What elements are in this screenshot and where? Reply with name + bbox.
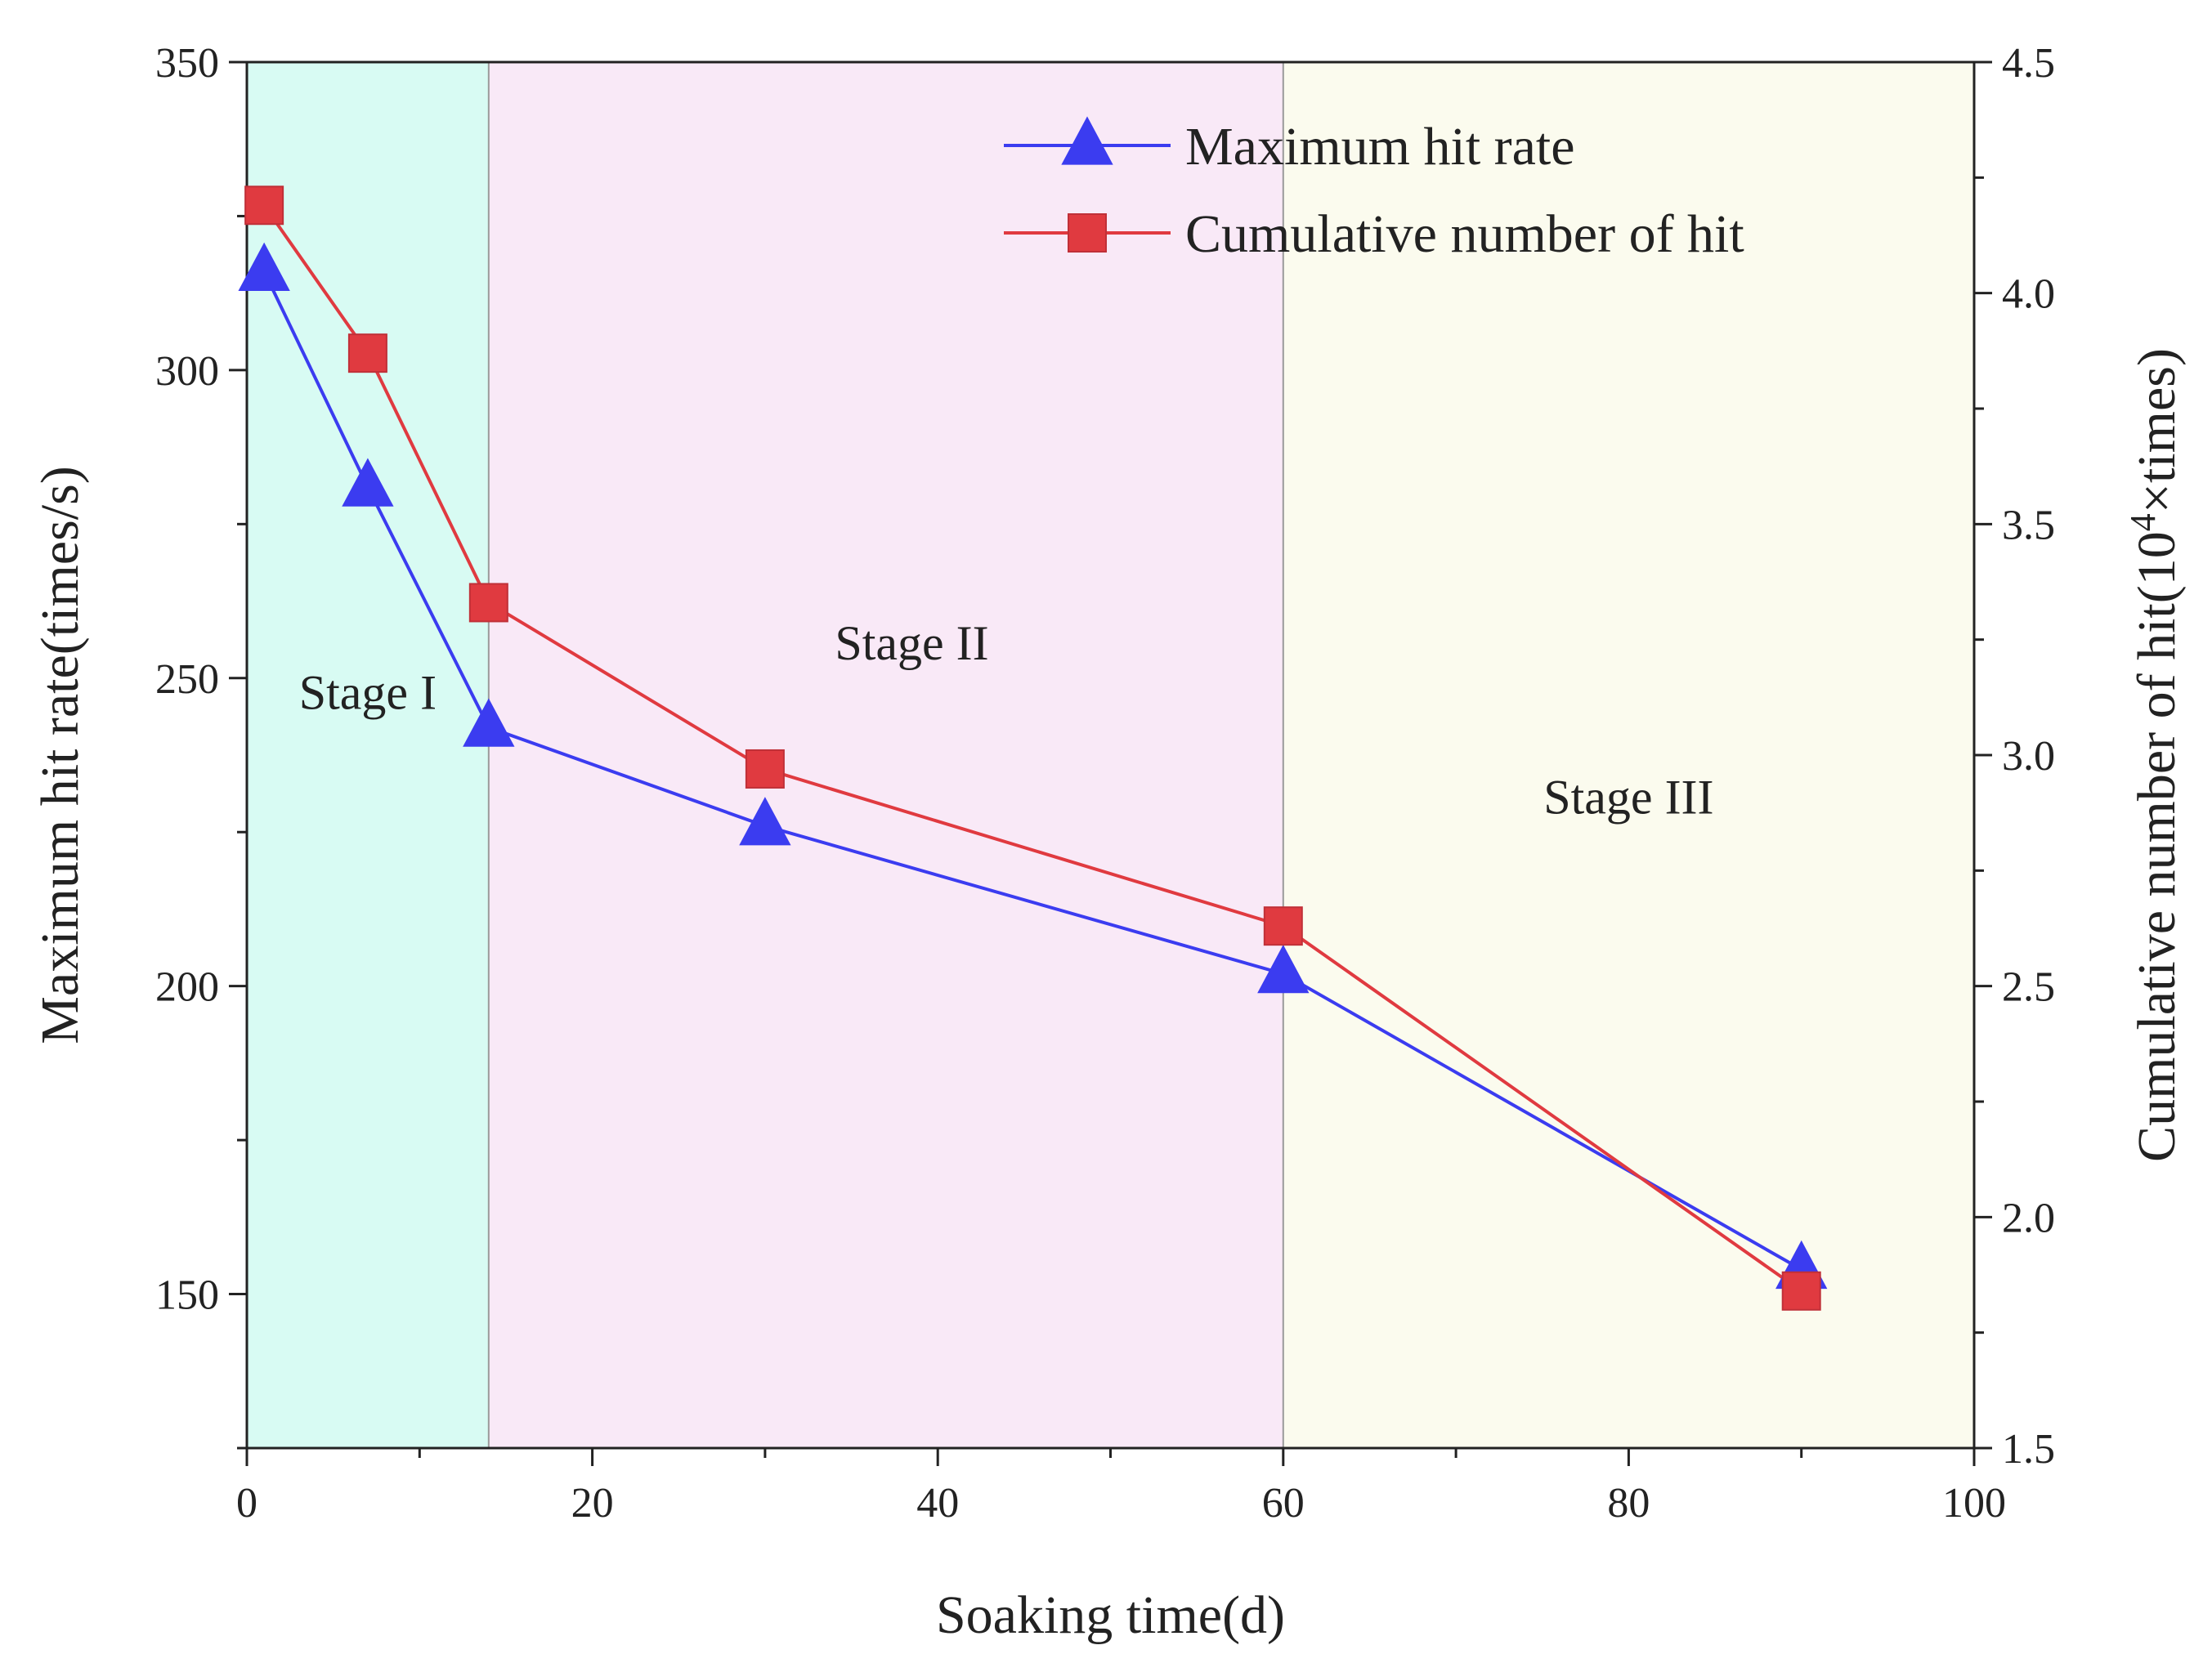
y-right-tick-label: 3.5 <box>2002 502 2055 548</box>
x-tick-label: 80 <box>1607 1480 1650 1527</box>
stage-region-3 <box>1283 62 1974 1448</box>
legend-label-1: Maximum hit rate <box>1185 117 1575 177</box>
y-left-tick-label: 250 <box>155 656 219 703</box>
series-1-point <box>238 242 290 291</box>
series-markers <box>238 186 1828 1311</box>
y-axis-left-title: Maximum hit rate(times/s) <box>30 466 90 1044</box>
y-left-tick-label: 200 <box>155 964 219 1011</box>
series-line-1 <box>262 270 1802 1272</box>
y-right-tick-label: 2.0 <box>2002 1195 2055 1241</box>
series-2-point <box>244 186 284 226</box>
x-tick-label: 0 <box>236 1480 257 1527</box>
series-1-point <box>1257 944 1310 994</box>
series-2-point <box>1781 1271 1821 1311</box>
series-2-point <box>468 583 508 623</box>
stage-label-1: Stage I <box>299 665 437 719</box>
x-tick-label: 100 <box>1942 1480 2006 1527</box>
series-1-point <box>739 797 791 846</box>
y-right-tick-label: 4.5 <box>2002 40 2055 87</box>
x-tick-label: 20 <box>571 1480 614 1527</box>
stage-labels: Stage I Stage II Stage III <box>299 616 1714 824</box>
y-left-tick-label: 150 <box>155 1272 219 1319</box>
stage-region-2 <box>488 62 1283 1448</box>
series-line-2 <box>262 204 1802 1293</box>
series-1-point <box>463 698 515 747</box>
x-tick-label: 60 <box>1262 1480 1305 1527</box>
x-axis-title: Soaking time(d) <box>936 1585 1285 1645</box>
y-axis-right-title-suffix: ×times) <box>2127 348 2187 513</box>
y-right-tick-label: 2.5 <box>2002 964 2055 1011</box>
legend-label-2: Cumulative number of hit <box>1185 204 1744 264</box>
y-left-tick-label: 350 <box>155 40 219 87</box>
stage-dividers <box>487 62 1284 1448</box>
legend: Maximum hit rate Cumulative number of hit <box>1004 116 1744 264</box>
series-1-point <box>342 458 394 507</box>
stage-label-3: Stage III <box>1543 771 1713 825</box>
x-tick-label: 40 <box>916 1480 959 1527</box>
stage-regions <box>247 62 1974 1448</box>
stage-region-1 <box>247 62 489 1448</box>
y-axis-right-title-sup: 4 <box>2123 513 2163 531</box>
y-axis-right-title-prefix: Cumulative number of hit(10 <box>2127 531 2187 1162</box>
legend-marker-2 <box>1068 213 1107 253</box>
y-right-tick-label: 1.5 <box>2002 1426 2055 1473</box>
stage-label-2: Stage II <box>835 616 988 670</box>
y-left-tick-label: 300 <box>155 348 219 395</box>
y-right-tick-label: 3.0 <box>2002 733 2055 780</box>
y-axis-right-title: Cumulative number of hit(104×times) <box>2123 348 2187 1162</box>
series-2-point <box>745 749 785 789</box>
series-lines <box>262 204 1802 1293</box>
series-2-point <box>347 333 387 373</box>
series-2-point <box>1263 906 1303 946</box>
y-right-tick-label: 4.0 <box>2002 271 2055 318</box>
axis-ticks: 0 20 40 60 80 100 150 200 250 300 350 1.5 2.0 2.5 3.0 3… <box>155 40 2055 1527</box>
legend-marker-1 <box>1061 116 1113 165</box>
